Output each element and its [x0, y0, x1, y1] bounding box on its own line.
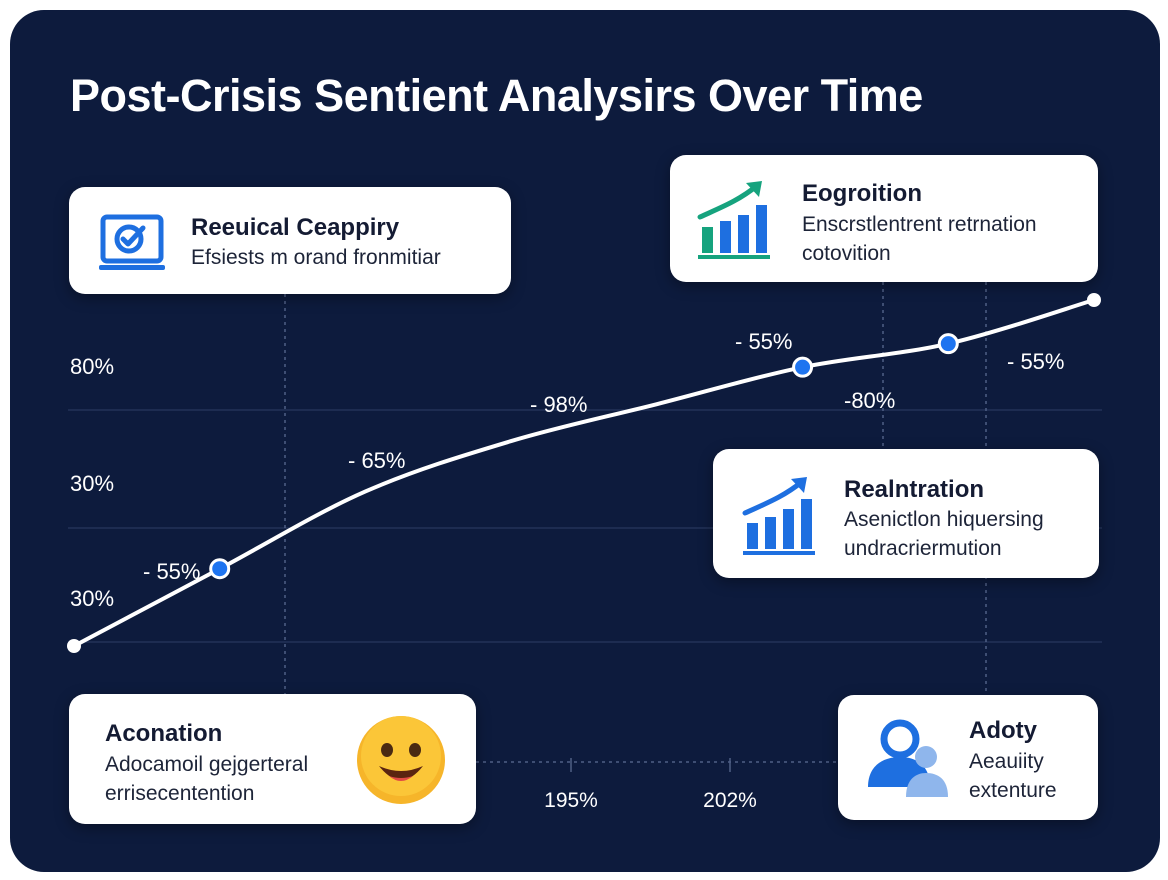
chart-title: Post-Crisis Sentient Analysirs Over Time: [70, 70, 923, 121]
data-label: - 55%: [143, 559, 200, 584]
data-marker: [937, 333, 959, 355]
data-marker: [792, 356, 814, 378]
monitor-check-icon: [99, 214, 165, 270]
line-chart: 80% 30% 30% 195% 202% - 55% - 65% - 98% - 55% -80…: [67, 282, 1102, 812]
card-title: Adoty: [969, 717, 1037, 744]
card-adoty: Adoty Aeauiity extenture: [838, 695, 1098, 820]
card-aconation: Aconation Adocamoil gejgerteral errisece…: [69, 694, 476, 824]
smiley-face-icon: [357, 716, 445, 804]
data-point: [67, 639, 81, 653]
series-line: [72, 298, 1096, 648]
card-title: Eogroition: [802, 180, 922, 207]
chart-panel: Post-Crisis Sentient Analysirs Over Time…: [10, 10, 1160, 872]
data-label: - 98%: [530, 392, 587, 417]
data-label: -80%: [844, 388, 895, 413]
card-title: Realntration: [844, 476, 985, 503]
data-label: - 55%: [735, 329, 792, 354]
card-title: Aconation: [105, 720, 223, 747]
growth-chart-icon: [697, 181, 770, 259]
x-tick-label: 195%: [544, 789, 598, 812]
card-title: Reeuical Ceappiry: [191, 214, 400, 241]
card-description: Efsiests m orand fronmitiar: [191, 246, 441, 269]
x-tick-label: 202%: [703, 789, 757, 812]
card-description: Enscrstlentrent retrnation cotovition: [802, 213, 1037, 265]
data-label: - 55%: [1007, 349, 1064, 374]
data-label: - 65%: [348, 448, 405, 473]
card-description: Adocamoil gejgerteral errisecentention: [105, 753, 309, 805]
card-description: Asenictlon hiquersing undracriermution: [844, 508, 1044, 560]
y-tick-label: 30%: [70, 586, 114, 611]
y-tick-label: 30%: [70, 471, 114, 496]
user-group-icon: [868, 719, 948, 797]
card-eogroition: Eogroition Enscrstlentrent retrnation co…: [670, 155, 1098, 282]
growth-chart-icon: [742, 477, 815, 555]
card-realntration: Realntration Asenictlon hiquersing undra…: [713, 449, 1099, 578]
y-tick-label: 80%: [70, 354, 114, 379]
data-marker: [209, 558, 231, 580]
card-reeuical: Reeuical Ceappiry Efsiests m orand fronm…: [69, 187, 511, 294]
card-description: Aeauiity extenture: [969, 750, 1057, 802]
data-point: [1087, 293, 1101, 307]
